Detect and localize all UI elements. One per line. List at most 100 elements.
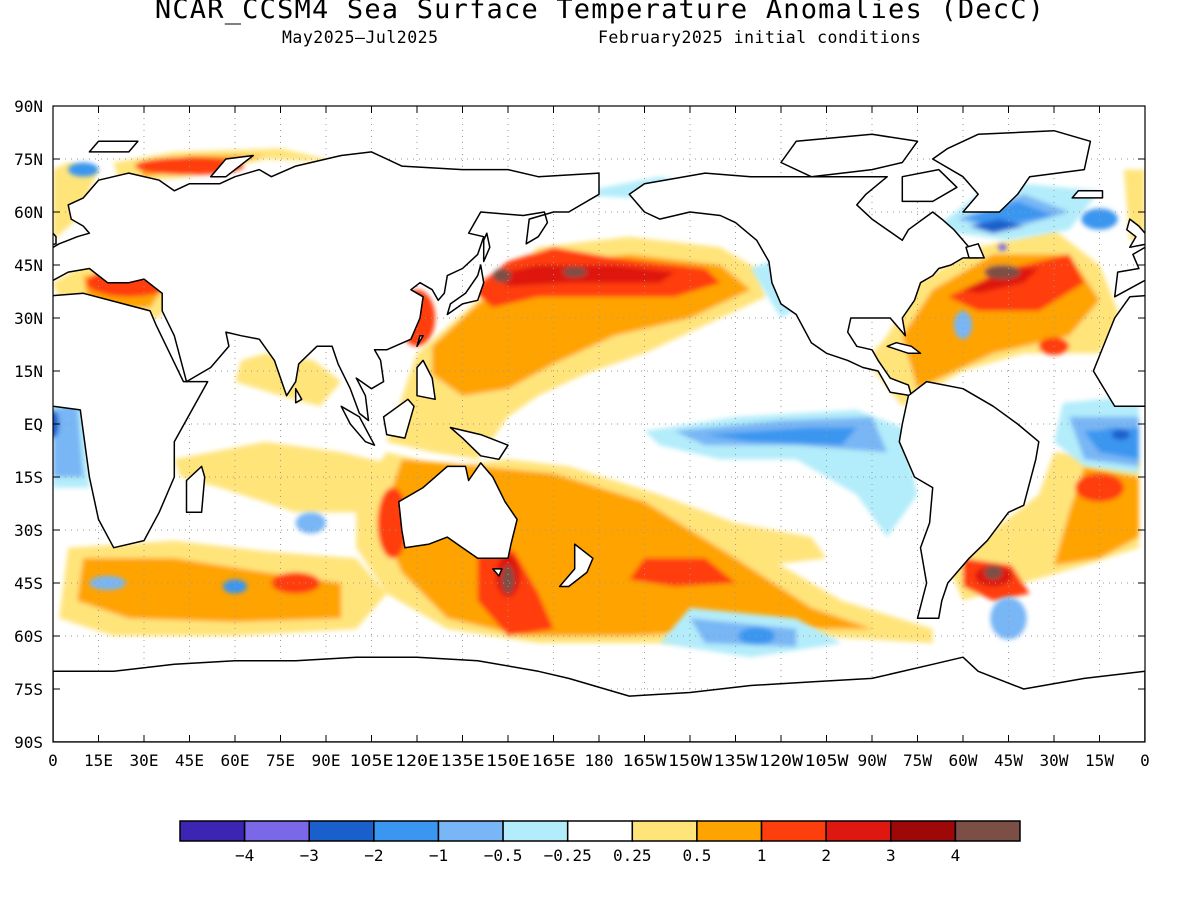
lon-tick-label: 45W bbox=[994, 751, 1023, 770]
anomaly-contour bbox=[174, 441, 402, 513]
coastlines bbox=[0, 129, 1145, 742]
colorbar-label: −1 bbox=[429, 846, 448, 865]
anomaly-contour bbox=[492, 265, 675, 287]
lon-tick-label: 75W bbox=[903, 751, 932, 770]
colorbar-swatch bbox=[308, 820, 375, 842]
anomaly-contour bbox=[77, 558, 342, 622]
forecast-period: May2025–Jul2025 bbox=[282, 28, 439, 47]
landmass-antarctica bbox=[53, 656, 1145, 742]
colorbar-swatch bbox=[890, 820, 957, 842]
lat-tick-label: 90S bbox=[14, 733, 43, 752]
landmass-australia bbox=[398, 462, 518, 560]
colorbar-swatch bbox=[566, 820, 634, 842]
anomaly-contour bbox=[562, 266, 587, 278]
lon-tick-label: 30E bbox=[130, 751, 159, 770]
landmass-japan bbox=[446, 264, 485, 316]
landmass-north-america bbox=[628, 172, 979, 397]
anomaly-contour bbox=[1111, 429, 1130, 440]
colorbar-label: 3 bbox=[886, 846, 896, 865]
landmass-south-america bbox=[898, 380, 1040, 620]
lon-tick-label: 120W bbox=[759, 751, 803, 770]
anomaly-contour bbox=[990, 597, 1027, 640]
landmass-novaya-zemlya bbox=[209, 154, 254, 178]
anomaly-contour bbox=[984, 565, 1003, 580]
landmass-britain bbox=[53, 232, 57, 246]
landmass-taiwan bbox=[416, 334, 424, 348]
lat-tick-label: 15S bbox=[14, 468, 43, 487]
anomaly-contour bbox=[492, 268, 512, 283]
landmass-sumatra bbox=[340, 405, 376, 446]
anomaly-contour bbox=[997, 243, 1007, 251]
latitude-axis: 90N 75N 60N 45N 30N 15N EQ 15S 30S 45S 60S 75S 90S bbox=[14, 97, 43, 752]
lat-tick-label: 60N bbox=[14, 203, 43, 222]
lon-tick-label: 90W bbox=[858, 751, 887, 770]
landmass-iceland bbox=[1071, 190, 1104, 199]
lat-tick-label: 30S bbox=[14, 521, 43, 540]
colorbar-label: 4 bbox=[951, 846, 961, 865]
lon-tick-label: 120E bbox=[395, 751, 439, 770]
colorbar-label: −3 bbox=[300, 846, 319, 865]
anomaly-contour bbox=[271, 572, 320, 594]
lon-tick-label: 45E bbox=[175, 751, 204, 770]
lat-tick-label: 60S bbox=[14, 627, 43, 646]
landmass-sri-lanka bbox=[294, 387, 303, 404]
anomaly-contour bbox=[953, 310, 973, 340]
lon-tick-label: 165E bbox=[532, 751, 576, 770]
initial-conditions: February2025 initial conditions bbox=[598, 28, 922, 47]
colorbar-swatch bbox=[502, 820, 569, 842]
lon-tick-label: 60W bbox=[949, 751, 978, 770]
longitude-axis: 0 15E 30E 45E 60E 75E 90E 105E 120E 135E 150E 165E 1… bbox=[48, 751, 1150, 770]
lon-tick-label: 105E bbox=[350, 751, 394, 770]
colorbar-label: 2 bbox=[821, 846, 831, 865]
lon-tick-label: 135W bbox=[714, 751, 758, 770]
colorbar-label: 0.5 bbox=[682, 846, 711, 865]
colorbar-labels: −4 −3 −2 −1 −0.5 −0.25 0.25 0.5 1 2 3 4 bbox=[235, 846, 960, 865]
colorbar-label: −4 bbox=[235, 846, 254, 865]
lon-tick-label: 150W bbox=[668, 751, 712, 770]
lat-tick-label: 45S bbox=[14, 574, 43, 593]
colorbar-label: 0.25 bbox=[613, 846, 652, 865]
lon-tick-label: 135E bbox=[441, 751, 485, 770]
landmass-philippines bbox=[416, 359, 436, 401]
anomaly-contour bbox=[1081, 208, 1118, 230]
lat-tick-label: EQ bbox=[24, 415, 43, 434]
colorbar-label: −0.5 bbox=[484, 846, 523, 865]
landmass-baffin bbox=[901, 168, 958, 203]
landmass-new-guinea bbox=[449, 426, 509, 461]
landmass-europe-asia bbox=[1113, 246, 1145, 298]
anomaly-contour bbox=[984, 265, 1021, 280]
colorbar-swatch bbox=[954, 820, 1021, 842]
anomaly-contour bbox=[295, 512, 327, 534]
landmass-sakhalin bbox=[482, 232, 491, 263]
anomaly-contour bbox=[68, 162, 99, 177]
colorbar-label: 1 bbox=[757, 846, 767, 865]
colorbar-label: −2 bbox=[364, 846, 383, 865]
colorbar-swatch bbox=[631, 820, 698, 842]
landmass-new-zealand bbox=[558, 543, 594, 588]
lon-tick-label: 150E bbox=[486, 751, 530, 770]
landmass-madagascar bbox=[185, 465, 206, 514]
colorbar-swatch bbox=[437, 820, 504, 842]
map-title: NCAR_CCSM4 Sea Surface Temperature Anoma… bbox=[154, 0, 1046, 25]
anomaly-contour bbox=[738, 627, 775, 645]
landmass-iceland bbox=[0, 191, 11, 198]
lon-tick-label: 0 bbox=[48, 751, 58, 770]
landmass-cuba bbox=[886, 341, 922, 355]
lat-tick-label: 90N bbox=[14, 97, 43, 116]
lat-tick-label: 75S bbox=[14, 680, 43, 699]
lon-tick-label: 105W bbox=[805, 751, 849, 770]
anomaly-contour bbox=[1075, 473, 1124, 502]
colorbar-swatch bbox=[696, 820, 763, 842]
lon-tick-label: 60E bbox=[221, 751, 250, 770]
lat-tick-label: 45N bbox=[14, 256, 43, 275]
lon-tick-label: 90E bbox=[312, 751, 341, 770]
colorbar-swatch bbox=[179, 820, 246, 842]
lat-tick-label: 75N bbox=[14, 150, 43, 169]
axis-ticks bbox=[52, 105, 1146, 743]
colorbar-swatch bbox=[373, 820, 440, 842]
anomaly-contour bbox=[963, 268, 1039, 294]
landmass-europe-asia bbox=[53, 151, 600, 422]
colorbar-swatch bbox=[243, 820, 310, 842]
lat-tick-label: 15N bbox=[14, 362, 43, 381]
